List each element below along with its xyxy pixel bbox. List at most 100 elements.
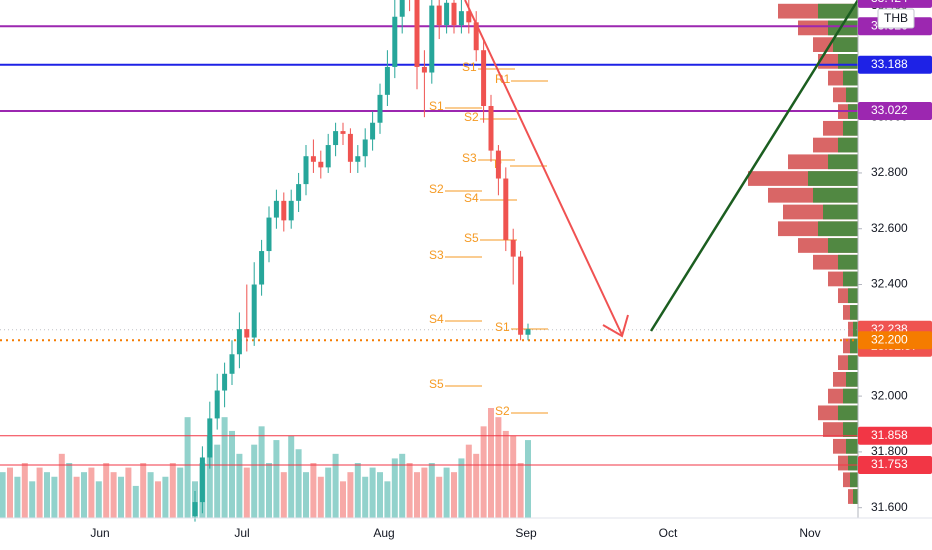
profile-up: [846, 87, 858, 103]
profile-up: [843, 271, 858, 287]
volume-bar: [125, 467, 132, 518]
profile-up: [843, 120, 858, 136]
volume-bar: [465, 444, 472, 518]
candle-body: [207, 418, 213, 458]
x-tick-label: Jun: [90, 526, 109, 540]
volume-bar: [332, 453, 339, 518]
profile-up: [828, 20, 858, 36]
candle-body: [251, 284, 257, 338]
candle-body: [192, 502, 198, 517]
volume-bar: [7, 467, 13, 518]
pivot-label: S2: [464, 110, 479, 124]
profile-up: [828, 154, 858, 170]
x-tick-label: Sep: [515, 526, 537, 540]
currency-box: [877, 8, 915, 29]
x-tick-label: Nov: [799, 526, 820, 540]
profile-up: [823, 204, 858, 220]
candle-body: [429, 5, 435, 73]
currency: THB: [884, 11, 908, 25]
level-label-box: [858, 331, 932, 350]
profile-up: [813, 187, 858, 203]
volume-bar: [510, 435, 517, 518]
volume-bar: [266, 463, 272, 518]
pivot-label: S2: [495, 404, 510, 418]
volume-bar: [295, 449, 302, 518]
y-tick-label: 32.400: [871, 277, 908, 291]
candle-body: [458, 11, 464, 26]
x-tick-label: Jul: [234, 526, 249, 540]
candle-body: [392, 16, 398, 67]
level-label: 31.753: [871, 457, 908, 471]
volume-bar: [177, 467, 184, 518]
candle-body: [362, 139, 368, 157]
pivot-label: S5: [464, 231, 479, 245]
volume-bar: [384, 481, 391, 518]
volume-bar: [206, 435, 213, 518]
volume-bar: [21, 463, 28, 518]
y-tick-label: 31.800: [871, 444, 908, 458]
pivot-label: S4: [464, 191, 479, 205]
profile-up: [838, 137, 858, 153]
candle-body: [273, 200, 279, 218]
pivot-label: S2: [429, 182, 444, 196]
volume-bar: [258, 426, 265, 518]
candle-body: [229, 354, 235, 374]
volume-bar: [118, 476, 124, 518]
volume-bar: [488, 408, 494, 518]
volume-bar: [44, 472, 50, 518]
level-label: 33.424: [871, 0, 908, 5]
candle-body: [518, 256, 524, 335]
volume-bar: [340, 481, 346, 518]
trend-arrow: [464, 0, 623, 336]
volume-bar: [451, 472, 457, 518]
volume-bar: [0, 472, 6, 518]
volume-bar: [280, 472, 287, 518]
profile-up: [818, 221, 858, 237]
candle-body: [347, 133, 353, 162]
candle-body: [214, 390, 220, 419]
y-tick-label: 31.600: [871, 500, 908, 514]
volume-bar: [421, 467, 428, 518]
level-label-box: [858, 426, 932, 445]
volume-bar: [391, 458, 398, 518]
profile-up: [848, 355, 858, 370]
arrow-head: [602, 314, 629, 338]
candle-body: [340, 131, 346, 134]
profile-up: [850, 338, 858, 354]
pivot-label: S4: [429, 312, 444, 326]
volume-bar: [406, 463, 413, 518]
level-label: 31.858: [871, 428, 908, 442]
volume-bar: [229, 430, 235, 518]
volume-bar: [369, 467, 376, 518]
volume-bar: [214, 444, 221, 518]
volume-bar: [473, 453, 480, 518]
volume-bar: [184, 417, 191, 518]
level-label-box: [858, 55, 932, 74]
volume-bar: [14, 476, 21, 518]
pivot-label: S3: [429, 248, 444, 262]
profile-up: [828, 238, 858, 253]
candle-body: [333, 131, 339, 146]
volume-bar: [251, 444, 258, 518]
profile-up: [838, 254, 858, 270]
profile-up: [838, 405, 858, 421]
candle-body: [466, 11, 472, 23]
profile-up: [850, 472, 858, 488]
volume-bar: [155, 481, 161, 518]
volume-bar: [428, 463, 435, 518]
candle-body: [451, 2, 457, 26]
x-tick-label: Aug: [373, 526, 394, 540]
volume-bar: [310, 463, 317, 518]
profile-layer: [748, 3, 858, 504]
level-label-box: [858, 0, 932, 8]
candle-body: [266, 217, 272, 252]
pivot-label: S1: [462, 60, 477, 74]
volume-bar: [362, 476, 369, 518]
profile-up: [850, 305, 858, 320]
volume-bar: [140, 463, 147, 518]
pivot-label: S3: [462, 151, 477, 165]
volume-bar: [517, 463, 524, 518]
volume-bar: [243, 467, 250, 518]
axis-layer: 31.600 31.800 32.000 32.200 32.400 32.600 32.8…: [90, 0, 932, 540]
